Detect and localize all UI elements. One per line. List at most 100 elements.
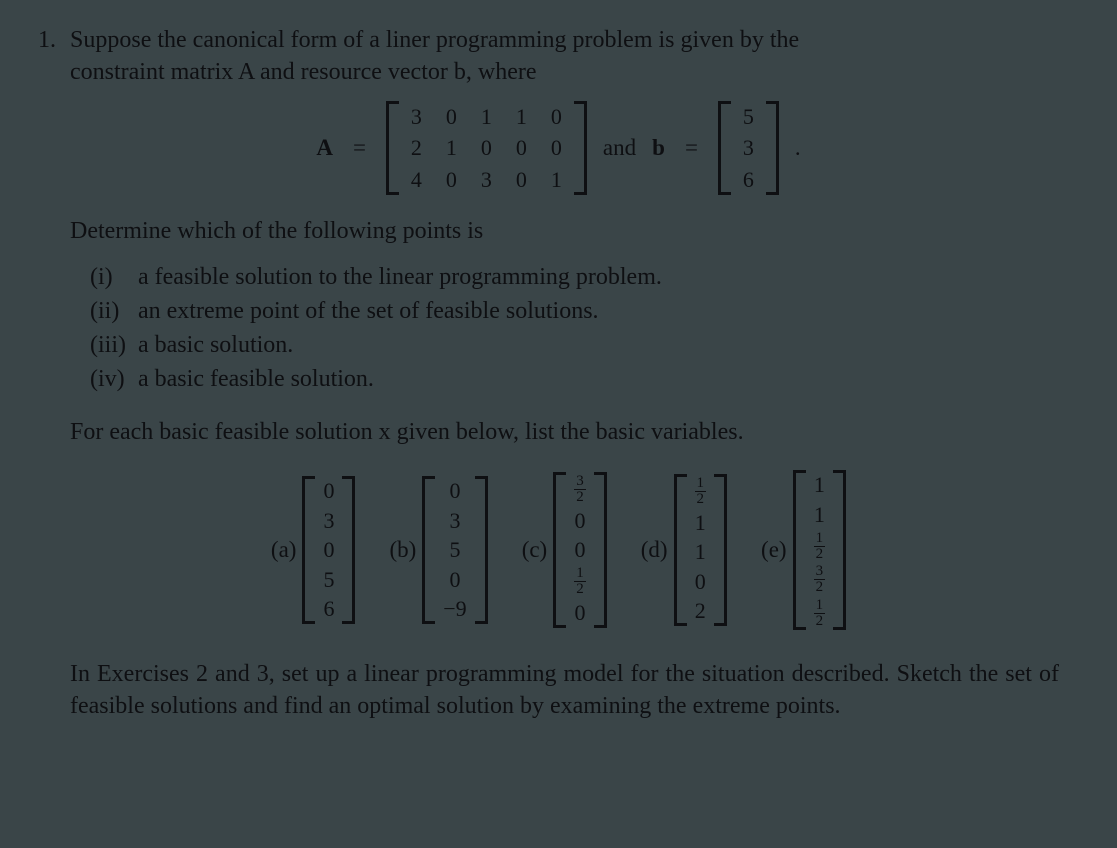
bracket-left bbox=[422, 476, 435, 624]
closing-paragraph: In Exercises 2 and 3, set up a linear pr… bbox=[70, 658, 1059, 723]
option-c: (c) 3200120 bbox=[522, 472, 607, 627]
problem-statement: 1. Suppose the canonical form of a liner… bbox=[38, 24, 1079, 89]
vector-entry: 2 bbox=[687, 596, 715, 626]
bracket-right bbox=[766, 101, 779, 196]
roman-iii: (iii) bbox=[90, 328, 138, 362]
option-a-vector: 03056 bbox=[302, 476, 355, 624]
matrix-A: 301102100040301 bbox=[386, 101, 587, 196]
roman-i: (i) bbox=[90, 260, 138, 294]
vector-entry: −9 bbox=[435, 594, 474, 624]
vector-entry: 12 bbox=[806, 529, 834, 562]
matrix-cell: 0 bbox=[469, 132, 504, 164]
vector-entry: 0 bbox=[566, 598, 594, 628]
matrix-cell: 0 bbox=[504, 132, 539, 164]
matrix-A-table: 301102100040301 bbox=[399, 101, 574, 196]
bracket-left bbox=[302, 476, 315, 624]
equals-sign-1: = bbox=[353, 135, 366, 161]
vector-entry: 1 bbox=[806, 500, 834, 530]
option-b-vector: 0350−9 bbox=[422, 476, 487, 624]
vector-entry: 6 bbox=[315, 594, 342, 624]
matrix-A-label: A bbox=[316, 135, 333, 161]
option-a: (a) 03056 bbox=[271, 476, 356, 624]
bracket-left bbox=[674, 474, 687, 625]
option-c-table: 3200120 bbox=[566, 472, 594, 627]
vector-entry: 1 bbox=[687, 508, 715, 538]
vector-entry: 3 bbox=[435, 506, 474, 536]
matrix-cell: 1 bbox=[434, 132, 469, 164]
period: . bbox=[795, 135, 801, 161]
option-a-label: (a) bbox=[271, 537, 297, 563]
equals-sign-2: = bbox=[685, 135, 698, 161]
problem-intro: Suppose the canonical form of a liner pr… bbox=[70, 24, 1079, 89]
option-e-vector: 11123212 bbox=[793, 470, 847, 629]
item-i-text: a feasible solution to the linear progra… bbox=[138, 264, 662, 290]
vector-entry: 0 bbox=[687, 567, 715, 597]
bracket-left bbox=[793, 470, 806, 629]
bracket-right bbox=[574, 101, 587, 196]
matrix-cell: 0 bbox=[539, 132, 574, 164]
option-c-vector: 3200120 bbox=[553, 472, 607, 627]
matrix-cell: 3 bbox=[731, 132, 766, 164]
matrix-cell: 1 bbox=[504, 101, 539, 133]
option-d-table: 121102 bbox=[687, 474, 715, 625]
option-e-table: 11123212 bbox=[806, 470, 834, 629]
matrix-cell: 5 bbox=[731, 101, 766, 133]
option-d: (d) 121102 bbox=[641, 474, 727, 625]
option-e: (e) 11123212 bbox=[761, 470, 846, 629]
vector-entry: 1 bbox=[806, 470, 834, 500]
matrix-cell: 0 bbox=[539, 101, 574, 133]
and-text: and bbox=[603, 135, 636, 161]
roman-iv: (iv) bbox=[90, 362, 138, 396]
matrix-cell: 3 bbox=[469, 164, 504, 196]
options-row: (a) 03056 (b) 0350−9 (c) 3200120 bbox=[38, 470, 1079, 629]
vector-entry: 0 bbox=[566, 506, 594, 536]
vector-entry: 3 bbox=[315, 506, 342, 536]
vector-b: 536 bbox=[718, 101, 779, 196]
roman-ii: (ii) bbox=[90, 294, 138, 328]
vector-entry: 0 bbox=[566, 535, 594, 565]
matrix-cell: 1 bbox=[539, 164, 574, 196]
vector-entry: 1 bbox=[687, 537, 715, 567]
item-iv: (iv)a basic feasible solution. bbox=[90, 362, 1079, 396]
intro-line2: constraint matrix A and resource vector … bbox=[70, 59, 537, 85]
problem-number: 1. bbox=[38, 24, 60, 56]
vector-entry: 12 bbox=[566, 565, 594, 598]
bfs-instruction: For each basic feasible solution x given… bbox=[70, 416, 1079, 448]
matrix-cell: 3 bbox=[399, 101, 434, 133]
matrix-cell: 0 bbox=[434, 164, 469, 196]
option-d-label: (d) bbox=[641, 537, 668, 563]
matrix-cell: 1 bbox=[469, 101, 504, 133]
vector-entry: 0 bbox=[435, 476, 474, 506]
vector-entry: 12 bbox=[687, 474, 715, 507]
vector-entry: 32 bbox=[566, 472, 594, 505]
option-b-label: (b) bbox=[389, 537, 416, 563]
item-ii: (ii)an extreme point of the set of feasi… bbox=[90, 294, 1079, 328]
option-b: (b) 0350−9 bbox=[389, 476, 487, 624]
matrix-cell: 2 bbox=[399, 132, 434, 164]
vector-entry: 32 bbox=[806, 563, 834, 596]
option-e-label: (e) bbox=[761, 537, 787, 563]
matrix-cell: 6 bbox=[731, 164, 766, 196]
item-i: (i)a feasible solution to the linear pro… bbox=[90, 260, 1079, 294]
item-ii-text: an extreme point of the set of feasible … bbox=[138, 298, 599, 324]
bracket-right bbox=[594, 472, 607, 627]
option-d-vector: 121102 bbox=[674, 474, 728, 625]
option-a-table: 03056 bbox=[315, 476, 342, 624]
matrix-cell: 0 bbox=[504, 164, 539, 196]
vector-b-label: b bbox=[652, 135, 665, 161]
matrix-cell: 0 bbox=[434, 101, 469, 133]
bfs-instruction-text: For each basic feasible solution x given… bbox=[70, 419, 744, 445]
determine-text: Determine which of the following points … bbox=[70, 215, 1079, 247]
vector-entry: 0 bbox=[315, 476, 342, 506]
option-c-label: (c) bbox=[522, 537, 548, 563]
vector-entry: 0 bbox=[315, 535, 342, 565]
item-iii-text: a basic solution. bbox=[138, 332, 293, 358]
intro-line1: Suppose the canonical form of a liner pr… bbox=[70, 27, 799, 53]
items-list: (i)a feasible solution to the linear pro… bbox=[90, 260, 1079, 396]
item-iii: (iii)a basic solution. bbox=[90, 328, 1079, 362]
bracket-right bbox=[475, 476, 488, 624]
option-b-table: 0350−9 bbox=[435, 476, 474, 624]
bracket-right bbox=[833, 470, 846, 629]
bracket-right bbox=[342, 476, 355, 624]
vector-entry: 12 bbox=[806, 596, 834, 629]
